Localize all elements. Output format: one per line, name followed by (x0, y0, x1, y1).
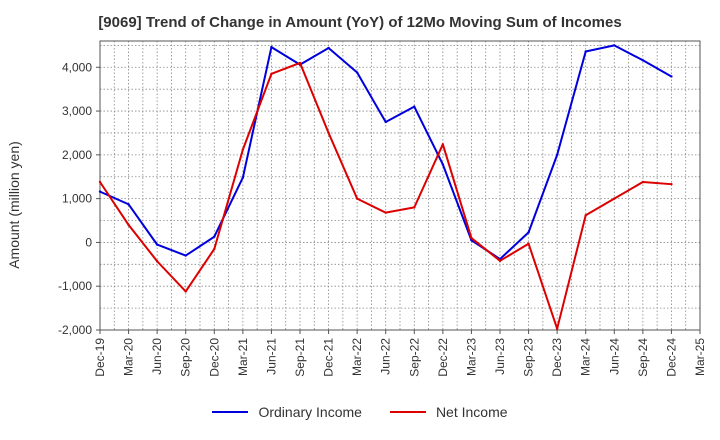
x-tick-label: Mar-21 (236, 338, 250, 376)
data-point-ordinary-income (355, 71, 359, 74)
x-tick-label: Mar-25 (693, 338, 707, 376)
x-tick-label: Mar-24 (579, 338, 593, 376)
x-tick-label: Dec-20 (207, 338, 221, 377)
y-tick-label: 0 (85, 235, 92, 249)
data-point-net-income (327, 131, 330, 135)
data-point-net-income (241, 148, 245, 151)
y-tick-label: 4,000 (62, 60, 92, 74)
x-tick-label: Mar-23 (464, 338, 478, 376)
data-point-net-income (298, 61, 302, 65)
data-point-ordinary-income (213, 235, 216, 238)
legend-item-ordinary-income: Ordinary Income (212, 404, 362, 420)
legend-swatch-net-income (389, 411, 426, 413)
x-tick-label: Dec-23 (550, 338, 564, 377)
y-tick-label: -1,000 (58, 279, 92, 293)
x-tick-label: Dec-24 (664, 338, 678, 377)
data-point-ordinary-income (641, 59, 645, 62)
x-tick-label: Jun-23 (493, 338, 507, 375)
x-tick-label: Jun-21 (264, 338, 278, 375)
plot-frame (99, 40, 701, 331)
data-point-ordinary-income (241, 176, 245, 179)
x-tick-label: Dec-21 (322, 338, 336, 377)
data-point-net-income (641, 180, 645, 184)
data-point-net-income (98, 180, 102, 184)
data-point-ordinary-income (613, 44, 616, 47)
x-tick-label: Dec-22 (436, 338, 450, 377)
data-point-net-income (270, 72, 273, 76)
data-point-ordinary-income (184, 254, 187, 257)
data-point-net-income (498, 259, 502, 263)
data-point-ordinary-income (155, 243, 159, 246)
legend-label-net-income: Net Income (435, 404, 508, 420)
x-tick-label: Sep-22 (407, 338, 421, 377)
x-tick-label: Mar-22 (350, 338, 364, 376)
x-tick-label: Sep-23 (522, 338, 536, 377)
line-chart: -2,000 -1,000 0 1,000 2,000 3,000 4,000 Dec-19 M… (58, 40, 707, 377)
data-point-ordinary-income (441, 163, 445, 166)
data-point-ordinary-income (270, 45, 273, 49)
data-point-ordinary-income (98, 190, 102, 193)
legend-item-net-income: Net Income (389, 404, 508, 420)
legend-swatch-ordinary-income (212, 411, 249, 413)
y-tick-label: 2,000 (62, 148, 92, 162)
data-point-net-income (613, 197, 616, 200)
legend-label-ordinary-income: Ordinary Income (258, 404, 362, 420)
x-tick-label: Jun-24 (607, 338, 621, 375)
data-point-net-income (155, 260, 159, 263)
y-tick-label: 1,000 (62, 192, 92, 206)
x-tick-label: Jun-20 (150, 338, 164, 375)
data-point-net-income (127, 223, 130, 227)
data-point-ordinary-income (413, 105, 416, 108)
legend: Ordinary Income Net Income (0, 404, 720, 420)
data-point-net-income (413, 206, 416, 209)
x-tick-label: Mar-20 (122, 338, 136, 376)
data-point-ordinary-income (127, 203, 130, 206)
data-point-net-income (213, 247, 216, 251)
data-point-ordinary-income (670, 75, 673, 78)
data-point-net-income (355, 197, 359, 200)
x-tick-label: Dec-19 (93, 338, 107, 377)
chart-title: [9069] Trend of Change in Amount (YoY) o… (98, 14, 622, 31)
data-point-net-income (527, 242, 530, 245)
data-point-ordinary-income (555, 153, 559, 157)
data-point-net-income (584, 214, 587, 217)
data-point-ordinary-income (327, 46, 330, 50)
data-point-ordinary-income (384, 120, 387, 124)
data-point-ordinary-income (584, 50, 587, 53)
y-tick-label: -2,000 (58, 323, 92, 337)
x-tick-label: Sep-20 (179, 338, 193, 377)
x-tick-label: Sep-21 (293, 338, 307, 377)
x-tick-label: Sep-24 (636, 338, 650, 377)
data-point-net-income (555, 327, 559, 330)
y-tick-label: 3,000 (62, 104, 92, 118)
data-point-net-income (441, 143, 445, 146)
data-point-net-income (670, 182, 673, 186)
x-tick-label: Jun-22 (379, 338, 393, 375)
data-point-net-income (384, 211, 387, 214)
data-point-ordinary-income (527, 231, 530, 234)
data-point-net-income (184, 290, 187, 293)
data-point-net-income (470, 236, 473, 240)
